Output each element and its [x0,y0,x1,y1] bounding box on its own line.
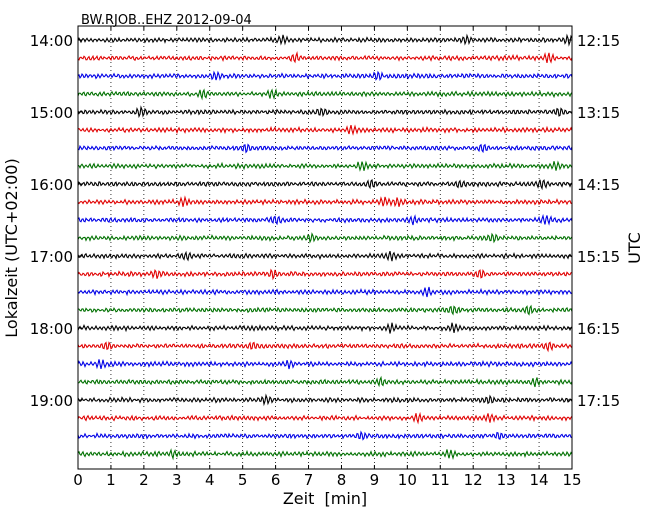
x-tick-label: 8 [337,471,347,489]
x-tick-label: 9 [370,471,380,489]
right-hour-label: 16:15 [577,320,620,338]
x-tick-label: 10 [398,471,417,489]
right-hour-label: 14:15 [577,176,620,194]
right-hour-label: 17:15 [577,392,620,410]
left-hour-label: 17:00 [30,248,73,266]
trace-line [77,195,573,208]
x-tick-label: 6 [271,471,281,489]
right-hour-label: 13:15 [577,104,620,122]
x-tick-label: 5 [238,471,248,489]
trace-line [77,160,573,172]
x-tick-label: 4 [205,471,215,489]
left-hour-label: 15:00 [30,104,73,122]
trace-line [77,105,573,119]
trace-line [77,286,573,298]
trace-line [77,88,573,101]
x-tick-label: 11 [431,471,450,489]
trace-line [77,232,573,244]
traces [77,33,573,461]
right-hour-label: 12:15 [577,32,620,50]
y-axis-label-right: UTC [625,232,644,264]
x-tick-label: 15 [562,471,581,489]
x-axis-label: Zeit [min] [283,489,367,508]
x-tick-label: 7 [304,471,314,489]
trace-line [77,70,573,81]
x-tick-label: 14 [530,471,549,489]
x-tick-label: 13 [497,471,516,489]
trace-line [77,359,573,370]
x-ticks: 0 1 2 3 4 5 6 7 8 9 10 11 12 13 14 15 [73,26,582,489]
trace-line [77,250,573,262]
plot-frame [77,25,573,470]
x-tick-label: 3 [172,471,182,489]
left-hour-label: 19:00 [30,392,73,410]
vertical-grid [110,26,540,469]
left-hour-label: 18:00 [30,320,73,338]
x-tick-label: 12 [464,471,483,489]
trace-line [77,268,573,281]
trace-line [77,51,573,64]
trace-line [77,411,573,425]
y-axis-label-left: Lokalzeit (UTC+02:00) [2,158,21,337]
trace-line [77,124,573,136]
trace-line [77,375,573,388]
trace-line [77,178,573,191]
right-hour-labels: 12:15 13:15 14:15 15:15 16:15 17:15 [568,32,620,410]
trace-line [77,213,573,226]
trace-line [77,304,573,316]
left-hour-label: 14:00 [30,32,73,50]
left-hour-labels: 14:00 15:00 16:00 17:00 18:00 19:00 [30,32,82,410]
x-tick-label: 0 [73,471,83,489]
x-tick-label: 2 [139,471,149,489]
trace-line [77,143,573,154]
right-hour-label: 15:15 [577,248,620,266]
chart-title: BW.RJOB..EHZ 2012-09-04 [81,13,252,28]
left-hour-label: 16:00 [30,176,73,194]
trace-line [77,430,573,441]
trace-line [77,393,573,407]
trace-line [77,33,573,47]
x-tick-label: 1 [106,471,116,489]
trace-line [77,322,573,334]
trace-line [77,341,573,353]
trace-line [77,448,573,461]
